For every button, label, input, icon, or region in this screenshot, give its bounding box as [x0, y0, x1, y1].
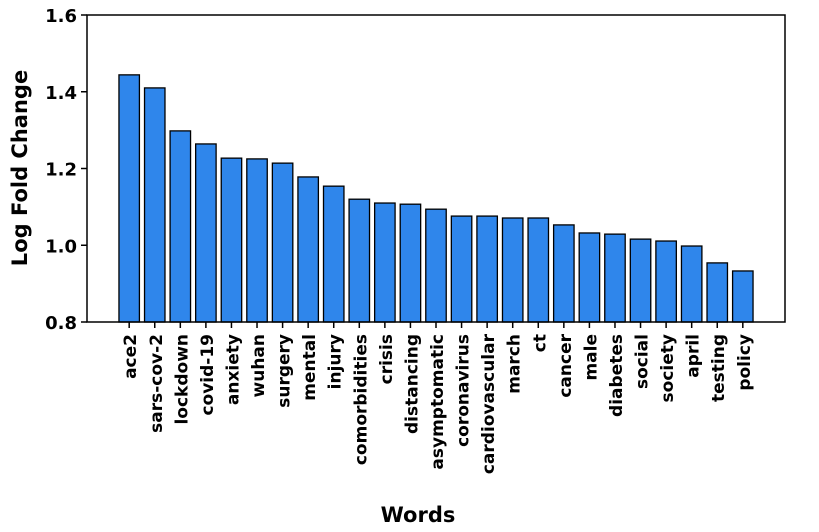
bar: [501, 217, 524, 323]
x-tick-label: covid-19: [198, 334, 218, 416]
y-tick-label: 1.4: [45, 83, 77, 104]
y-tick-label: 0.8: [45, 313, 77, 334]
bar: [527, 217, 550, 323]
x-tick-label: policy: [735, 334, 755, 391]
x-tick-label: injury: [326, 334, 346, 389]
x-tick-label: sars-cov-2: [147, 334, 167, 433]
bar: [552, 224, 575, 323]
x-tick-label: anxiety: [223, 334, 243, 405]
bar: [143, 87, 166, 323]
x-tick-label: surgery: [275, 334, 295, 408]
bar: [322, 185, 345, 323]
bar: [655, 240, 677, 323]
bar: [680, 245, 703, 323]
bar: [604, 233, 626, 323]
y-tick-label: 1.2: [45, 160, 77, 181]
y-axis-label: Log Fold Change: [8, 70, 32, 266]
bar: [425, 208, 447, 323]
y-tick-label: 1.6: [45, 6, 77, 27]
x-tick-label: coronavirus: [454, 334, 474, 447]
bar: [118, 74, 141, 323]
bar: [373, 202, 396, 323]
x-tick-label: wuhan: [249, 334, 269, 397]
x-tick-label: march: [505, 334, 525, 394]
x-tick-label: cardiovascular: [479, 333, 499, 474]
x-tick-label: distancing: [402, 334, 422, 434]
plot-frame: [86, 14, 786, 323]
x-tick-label: lockdown: [172, 334, 192, 425]
bar: [297, 176, 320, 323]
x-tick-label: diabetes: [607, 334, 627, 417]
bar: [706, 262, 729, 323]
x-tick-label: comorbidities: [351, 334, 371, 465]
x-axis-label: Words: [381, 503, 456, 527]
bar: [271, 162, 294, 323]
bar: [731, 270, 754, 323]
x-tick-label: ct: [530, 334, 550, 352]
bar: [169, 130, 192, 323]
x-tick-label: april: [684, 334, 704, 378]
x-tick-label: testing: [709, 334, 729, 402]
bar: [195, 143, 217, 323]
bar: [246, 158, 268, 323]
x-tick-label: society: [658, 334, 678, 402]
bar: [450, 215, 473, 323]
x-tick-label: male: [581, 334, 601, 381]
x-tick-label: crisis: [377, 334, 397, 384]
bar: [629, 238, 652, 323]
bar: [476, 215, 499, 323]
bar: [220, 157, 243, 323]
bar: [578, 232, 601, 323]
bar: [348, 198, 371, 323]
x-tick-label: social: [633, 334, 653, 389]
y-tick-label: 1.0: [45, 236, 77, 257]
x-tick-label: asymptomatic: [428, 334, 448, 470]
x-tick-label: ace2: [121, 334, 141, 379]
x-tick-label: mental: [300, 334, 320, 401]
bar: [399, 203, 422, 323]
x-tick-label: cancer: [556, 333, 576, 397]
